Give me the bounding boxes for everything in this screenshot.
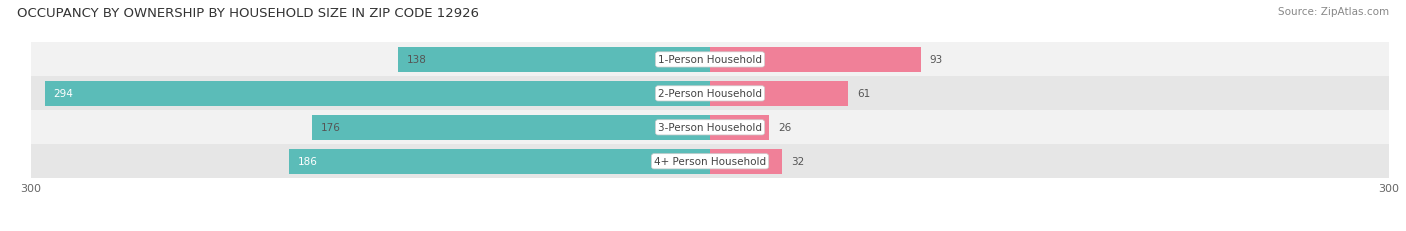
Text: 186: 186	[298, 157, 318, 167]
Bar	[31, 43, 1389, 77]
Bar	[45, 82, 710, 106]
Text: 4+ Person Household: 4+ Person Household	[654, 157, 766, 167]
Text: OCCUPANCY BY OWNERSHIP BY HOUSEHOLD SIZE IN ZIP CODE 12926: OCCUPANCY BY OWNERSHIP BY HOUSEHOLD SIZE…	[17, 7, 479, 20]
Text: 294: 294	[53, 89, 73, 99]
Text: 176: 176	[321, 123, 340, 133]
Bar	[710, 82, 848, 106]
Text: 61: 61	[858, 89, 870, 99]
Text: 26: 26	[778, 123, 792, 133]
Bar	[31, 145, 1389, 179]
Bar	[710, 116, 769, 140]
Bar	[710, 48, 921, 72]
Bar	[312, 116, 710, 140]
Text: Source: ZipAtlas.com: Source: ZipAtlas.com	[1278, 7, 1389, 17]
Text: 32: 32	[792, 157, 804, 167]
Text: 138: 138	[406, 55, 426, 65]
Bar	[398, 48, 710, 72]
Bar	[31, 111, 1389, 145]
Bar	[31, 77, 1389, 111]
Bar	[710, 149, 783, 174]
Text: 1-Person Household: 1-Person Household	[658, 55, 762, 65]
Text: 93: 93	[929, 55, 943, 65]
Text: 3-Person Household: 3-Person Household	[658, 123, 762, 133]
Text: 2-Person Household: 2-Person Household	[658, 89, 762, 99]
Bar	[290, 149, 710, 174]
